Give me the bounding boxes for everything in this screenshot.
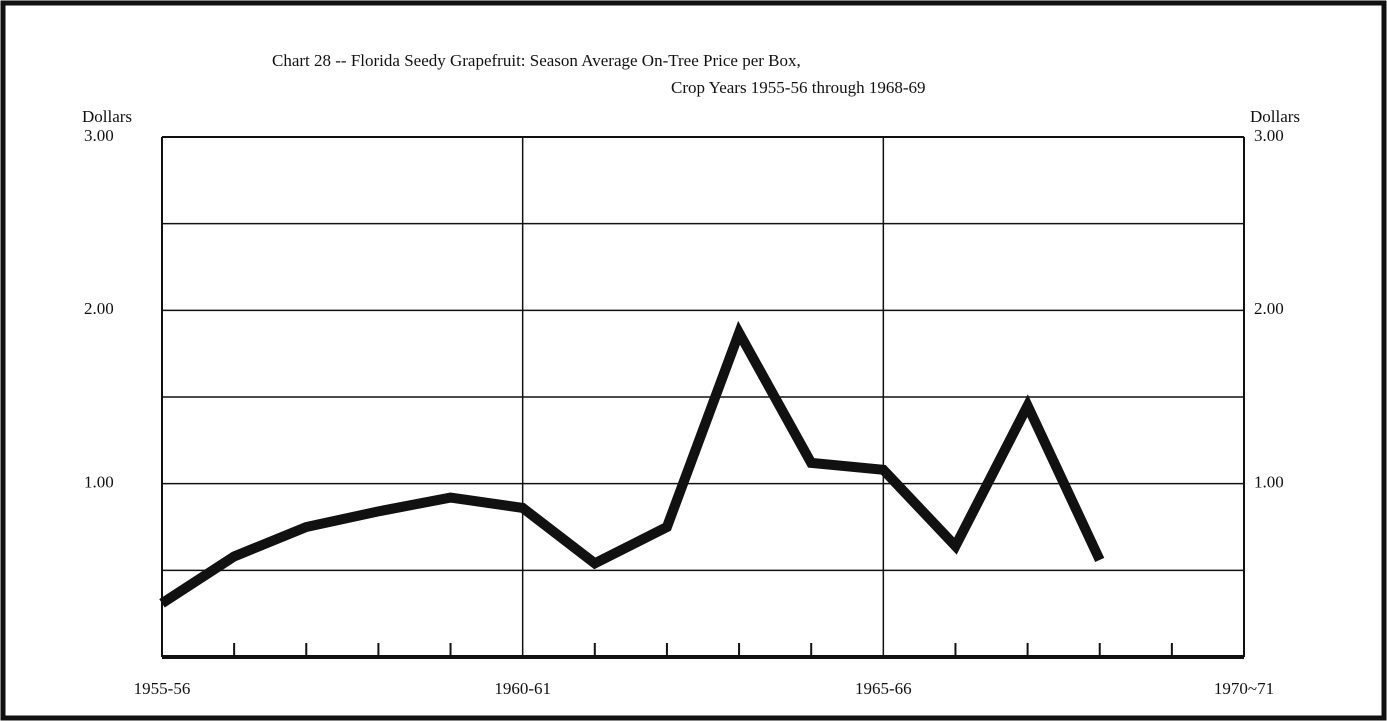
y2-axis-label: Dollars (1250, 107, 1300, 126)
y-tick-label: 2.00 (84, 299, 114, 318)
x-tick-label: 1965-66 (855, 679, 912, 698)
data-line (159, 320, 1105, 608)
x-tick-label: 1970~71 (1214, 679, 1274, 698)
y2-tick-label: 2.00 (1254, 299, 1284, 318)
chart-title: Chart 28 -- Florida Seedy Grapefruit: Se… (272, 51, 801, 70)
y2-tick-label: 3.00 (1254, 126, 1284, 145)
y-tick-label: 3.00 (84, 126, 114, 145)
chart-subtitle: Crop Years 1955-56 through 1968-69 (671, 78, 926, 97)
y2-tick-label: 1.00 (1254, 473, 1284, 492)
y-tick-label: 1.00 (84, 473, 114, 492)
x-tick-label: 1955-56 (134, 679, 191, 698)
x-tick-label: 1960-61 (494, 679, 551, 698)
y-axis-label: Dollars (82, 107, 132, 126)
